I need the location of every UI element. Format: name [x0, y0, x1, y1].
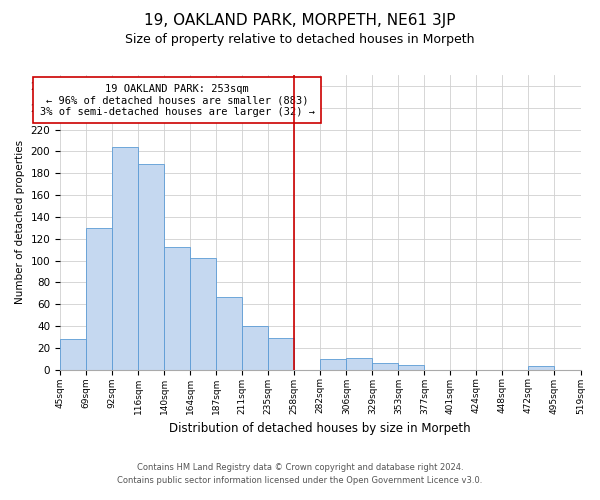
Bar [268, 338, 294, 370]
Text: Contains HM Land Registry data © Crown copyright and database right 2024.: Contains HM Land Registry data © Crown c… [137, 464, 463, 472]
Text: 19 OAKLAND PARK: 253sqm
← 96% of detached houses are smaller (883)
3% of semi-de: 19 OAKLAND PARK: 253sqm ← 96% of detache… [40, 84, 314, 117]
Bar [60, 339, 86, 370]
Bar [346, 358, 373, 370]
Bar [242, 326, 268, 370]
Text: Size of property relative to detached houses in Morpeth: Size of property relative to detached ho… [125, 32, 475, 46]
Text: Contains public sector information licensed under the Open Government Licence v3: Contains public sector information licen… [118, 476, 482, 485]
X-axis label: Distribution of detached houses by size in Morpeth: Distribution of detached houses by size … [169, 422, 471, 435]
Bar [398, 366, 424, 370]
Bar [86, 228, 112, 370]
Bar [190, 258, 216, 370]
Bar [529, 366, 554, 370]
Bar [373, 363, 398, 370]
Bar [112, 147, 138, 370]
Text: 19, OAKLAND PARK, MORPETH, NE61 3JP: 19, OAKLAND PARK, MORPETH, NE61 3JP [144, 12, 456, 28]
Bar [320, 358, 346, 370]
Bar [164, 248, 190, 370]
Y-axis label: Number of detached properties: Number of detached properties [15, 140, 25, 304]
Bar [138, 164, 164, 370]
Bar [216, 296, 242, 370]
